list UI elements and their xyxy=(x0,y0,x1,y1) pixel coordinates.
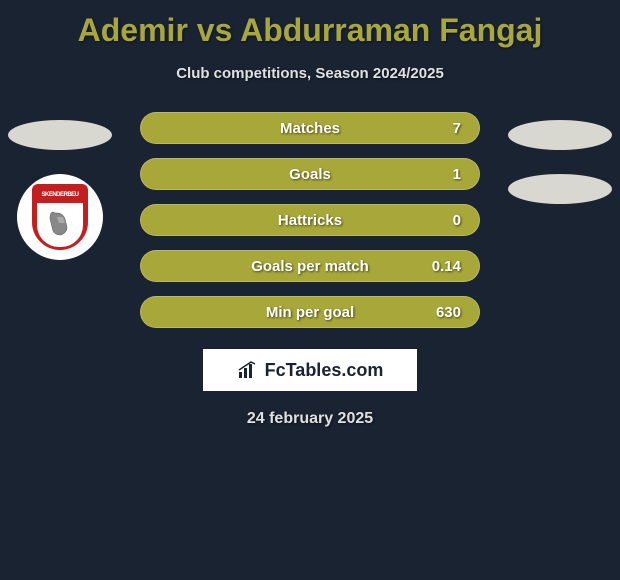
comparison-title: Ademir vs Abdurraman Fangaj xyxy=(0,0,620,49)
stat-bar-goals-per-match: Goals per match 0.14 xyxy=(140,250,480,282)
stat-bar-matches: Matches 7 xyxy=(140,112,480,144)
stat-label: Hattricks xyxy=(278,212,342,229)
stat-bar-hattricks: Hattricks 0 xyxy=(140,204,480,236)
helmet-icon xyxy=(47,209,73,239)
shield-icon: SKENDERBEU xyxy=(32,184,88,250)
stat-label: Matches xyxy=(280,120,340,137)
stat-label: Goals per match xyxy=(251,258,369,275)
stat-label: Goals xyxy=(289,166,331,183)
player-right-avatar-placeholder-1 xyxy=(508,120,612,150)
stat-value: 0 xyxy=(453,212,461,229)
stat-value: 0.14 xyxy=(432,258,461,275)
brand-name: FcTables.com xyxy=(265,360,384,381)
date-text: 24 february 2025 xyxy=(0,410,620,428)
stat-bar-min-per-goal: Min per goal 630 xyxy=(140,296,480,328)
club-badge-left: SKENDERBEU xyxy=(17,174,103,260)
brand-box[interactable]: FcTables.com xyxy=(202,348,418,392)
stat-value: 1 xyxy=(453,166,461,183)
player-right-column xyxy=(508,120,612,204)
stat-value: 7 xyxy=(453,120,461,137)
stat-bar-goals: Goals 1 xyxy=(140,158,480,190)
player-left-column: SKENDERBEU xyxy=(8,120,112,260)
comparison-subtitle: Club competitions, Season 2024/2025 xyxy=(0,65,620,82)
stat-value: 630 xyxy=(436,304,461,321)
chart-icon xyxy=(237,360,261,380)
shield-text: SKENDERBEU xyxy=(35,187,85,203)
stat-label: Min per goal xyxy=(266,304,354,321)
player-left-avatar-placeholder xyxy=(8,120,112,150)
player-right-avatar-placeholder-2 xyxy=(508,174,612,204)
